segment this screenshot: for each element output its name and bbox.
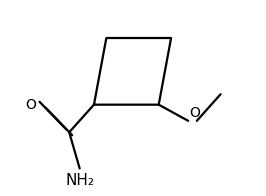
Text: O: O [189,106,200,120]
Text: O: O [25,98,36,112]
Text: NH₂: NH₂ [65,173,94,188]
